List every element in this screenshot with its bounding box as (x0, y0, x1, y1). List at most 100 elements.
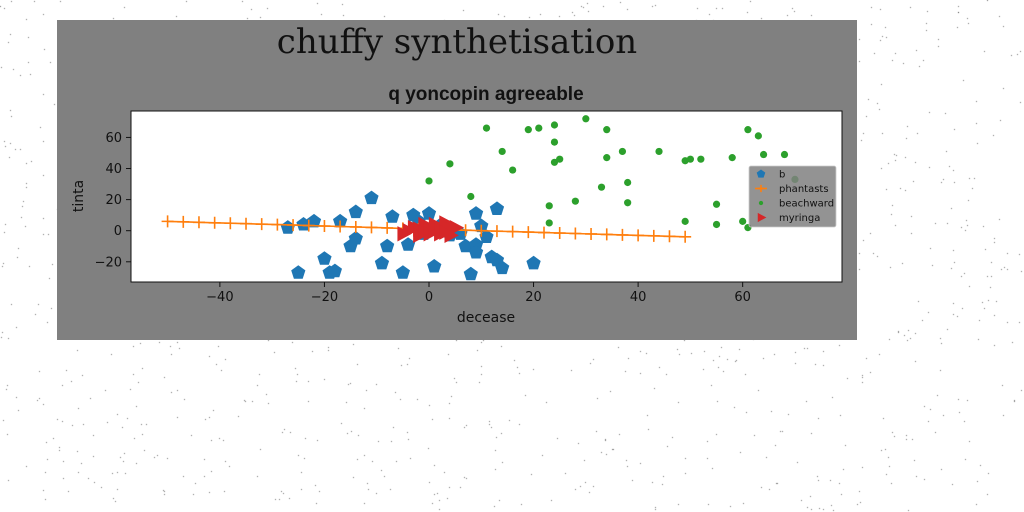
data-point (349, 220, 362, 233)
data-point (449, 219, 465, 236)
data-point (348, 231, 363, 245)
data-point (224, 217, 237, 230)
x-tick-label: 0 (425, 290, 433, 305)
data-point (597, 183, 606, 191)
data-point (280, 220, 295, 234)
data-point (632, 229, 645, 242)
data-point (603, 154, 611, 162)
data-point (255, 218, 268, 231)
data-marks (161, 115, 799, 281)
data-point (446, 160, 454, 168)
y-tick-label: 60 (105, 131, 122, 146)
data-point (526, 255, 541, 270)
data-point (616, 228, 629, 241)
legend-label: b (779, 170, 785, 181)
data-point (498, 147, 506, 156)
data-point (759, 150, 768, 159)
data-point (467, 192, 475, 201)
data-point (302, 219, 315, 232)
x-tick-label: −40 (206, 290, 233, 305)
data-point (535, 124, 543, 132)
data-point (712, 200, 721, 208)
data-point (161, 215, 174, 228)
data-point (468, 206, 484, 220)
y-tick-label: −20 (95, 255, 122, 270)
data-point (444, 227, 459, 244)
data-point (582, 115, 590, 123)
legend-marker (758, 200, 764, 206)
data-point (425, 177, 433, 185)
data-point (556, 155, 564, 163)
data-point (395, 265, 410, 279)
data-point (681, 217, 689, 225)
data-point (177, 215, 190, 228)
data-point (663, 230, 676, 243)
data-point (647, 229, 660, 242)
data-point (495, 260, 510, 275)
data-point (468, 245, 484, 259)
data-point (712, 220, 721, 229)
data-point (385, 209, 400, 223)
series-myringa (397, 215, 465, 244)
data-point (459, 224, 472, 237)
data-point (550, 158, 559, 166)
data-point (327, 263, 342, 278)
data-point (490, 225, 503, 238)
legend-label: beachward (779, 199, 834, 210)
data-point (421, 206, 437, 220)
y-axis-label: tinta (71, 180, 87, 212)
data-point (306, 213, 322, 228)
data-point (468, 237, 484, 251)
data-point (475, 224, 488, 237)
data-point (780, 150, 789, 159)
data-point (569, 227, 582, 240)
figure-suptitle: chuffy synthetisation (276, 22, 638, 62)
data-point (208, 216, 221, 229)
data-point (482, 124, 491, 132)
data-point (603, 126, 611, 134)
data-point (479, 229, 494, 243)
x-tick-label: 60 (734, 290, 751, 305)
y-tick-label: 40 (105, 162, 122, 177)
data-point (553, 227, 566, 240)
data-point (348, 204, 363, 219)
data-point (550, 121, 559, 129)
data-point (524, 126, 532, 134)
data-point (571, 197, 579, 205)
data-point (618, 147, 627, 156)
data-point (550, 138, 559, 146)
legend-marker (756, 169, 766, 178)
data-point (296, 217, 311, 231)
data-point (624, 199, 632, 207)
axis-ticks: −40 −20 0 20 40 60 −20 0 20 40 60 (95, 131, 751, 305)
chart-title: q yoncopin agreeable (388, 84, 583, 105)
series-beachward (425, 115, 799, 232)
data-point (374, 255, 390, 270)
data-point (538, 226, 551, 239)
data-point (744, 126, 752, 134)
data-point (240, 217, 253, 230)
data-point (364, 190, 379, 205)
y-tick-label: 0 (114, 224, 122, 239)
data-point (381, 221, 394, 234)
data-point (317, 251, 332, 265)
data-point (506, 225, 519, 238)
data-point (585, 227, 598, 240)
data-point (686, 155, 694, 163)
data-point (291, 265, 306, 279)
legend-marker (757, 184, 765, 193)
data-point (380, 238, 395, 253)
data-point (739, 217, 747, 225)
data-point (509, 166, 517, 174)
data-point (728, 154, 736, 162)
x-axis-label: decease (457, 310, 515, 326)
data-point (754, 132, 762, 140)
data-point (679, 230, 692, 243)
data-point (287, 219, 300, 232)
data-point (365, 221, 378, 234)
legend-box (748, 165, 837, 228)
data-point (400, 237, 416, 251)
data-point (334, 220, 347, 233)
x-tick-label: 20 (525, 290, 542, 305)
